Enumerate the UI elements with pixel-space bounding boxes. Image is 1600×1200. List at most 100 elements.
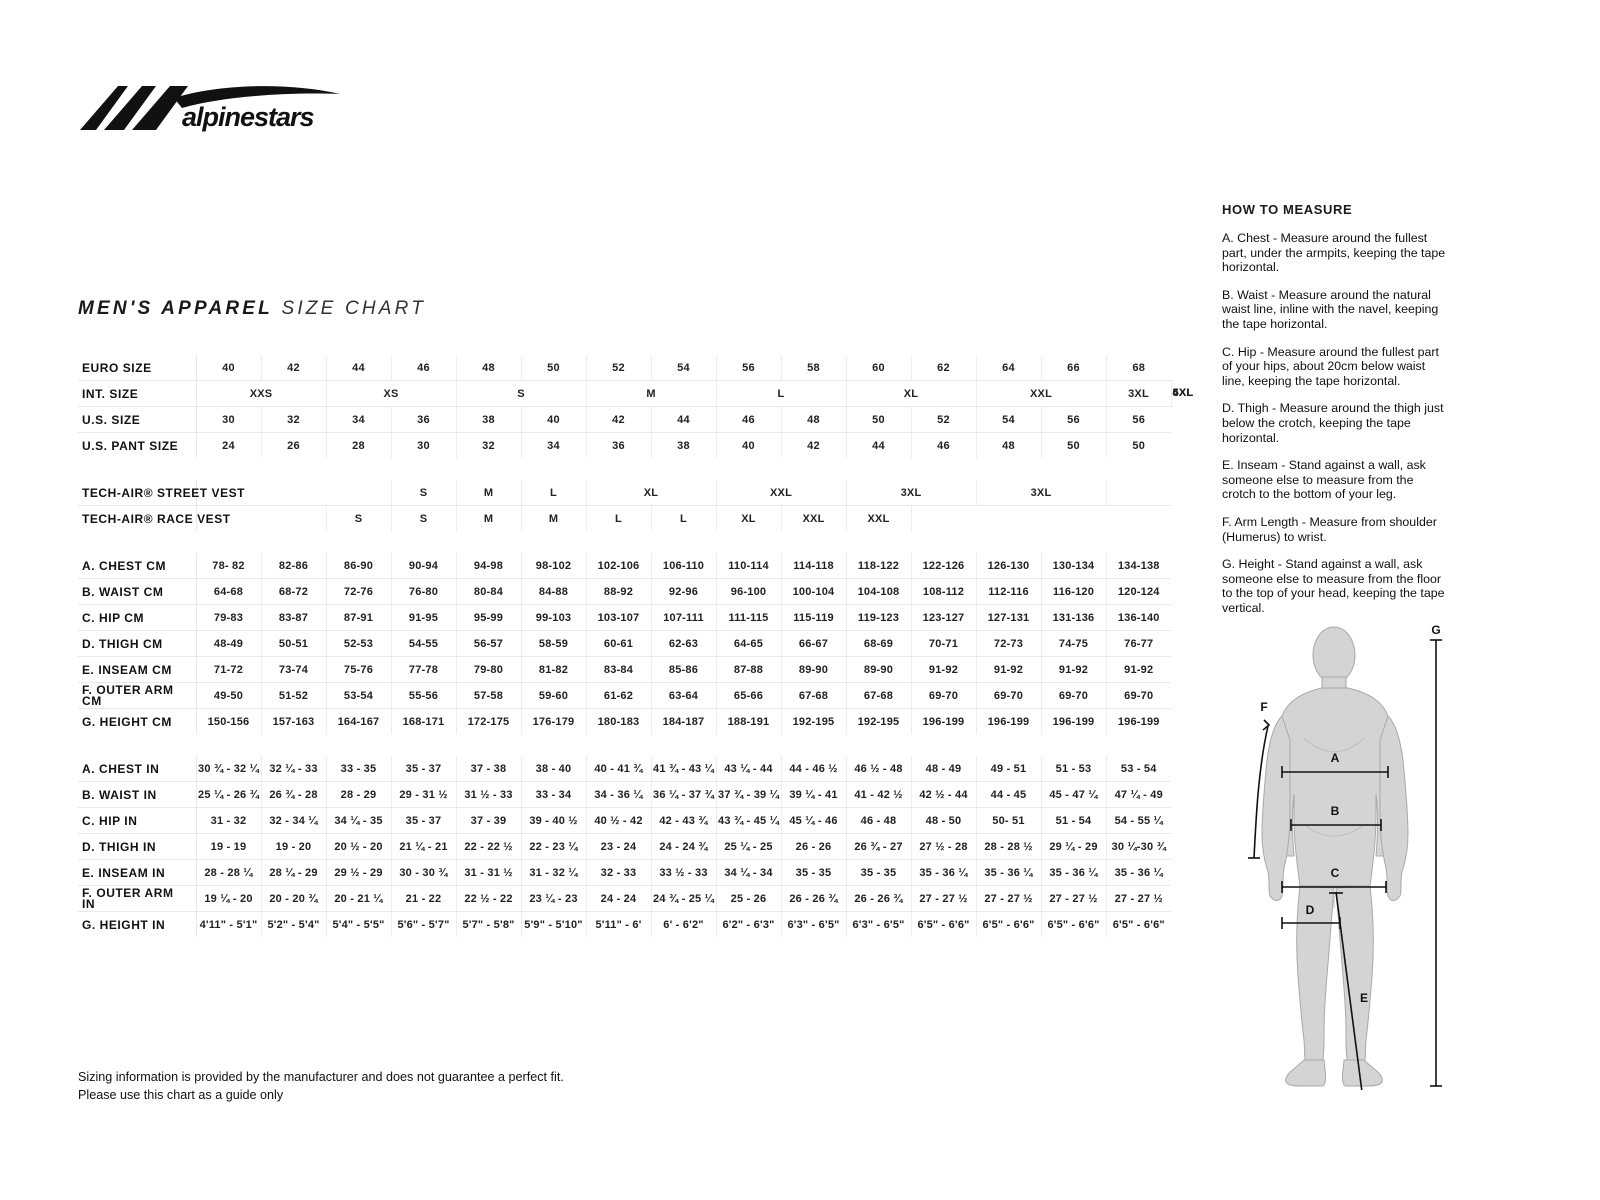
cell: XL — [586, 480, 717, 506]
cell: 20 - 20 ¾ — [261, 885, 327, 912]
row-label-race-vest: TECH-AIR® RACE VEST — [78, 505, 230, 531]
cell: 83-84 — [586, 656, 652, 683]
cell: 54 — [976, 406, 1042, 433]
cell: 20 - 21 ¼ — [326, 885, 392, 912]
figure-label-b: B — [1331, 804, 1340, 818]
cell: 52 — [586, 355, 652, 381]
cell: 58 — [781, 355, 847, 381]
row-label-height-cm: G. HEIGHT CM — [78, 708, 197, 734]
table-row-height-cm: G. HEIGHT CM 150-156 157-163 164-167 168… — [78, 708, 1171, 734]
cell: 180-183 — [586, 708, 652, 734]
cell: 55-56 — [391, 682, 457, 709]
figure-label-a: A — [1331, 751, 1340, 765]
cell: XXL — [781, 505, 847, 531]
row-label-chest-cm: A. CHEST CM — [78, 553, 197, 579]
row-label-outerarm-in: F. OUTER ARM IN — [78, 885, 197, 912]
cell: 29 ½ - 29 — [326, 859, 392, 886]
row-label-hip-in: C. HIP IN — [78, 807, 197, 834]
row-label-inseam-cm: E. INSEAM CM — [78, 656, 197, 683]
cell: 6'5" - 6'6" — [1112, 918, 1165, 931]
cell: 39 ¼ - 41 — [781, 781, 847, 808]
row-label-outerarm-cm-line1: F. OUTER ARM — [82, 682, 174, 697]
cell: 26 - 26 — [781, 833, 847, 860]
table-row-inseam-cm: E. INSEAM CM 71-72 73-74 75-76 77-78 79-… — [78, 656, 1171, 683]
how-to-measure-item-thigh: D. Thigh - Measure around the thigh just… — [1222, 401, 1444, 445]
cell: 35 - 36 ¼ — [911, 859, 977, 886]
cell: 24 - 24 — [586, 885, 652, 912]
row-label-inseam-in: E. INSEAM IN — [78, 859, 197, 886]
table-row-us-pant-size: U.S. PANT SIZE 24 26 28 30 32 34 36 38 4… — [78, 432, 1171, 458]
cell: 62-63 — [651, 630, 717, 657]
cell: 22 - 22 ½ — [456, 833, 522, 860]
cell: 91-92 — [1041, 656, 1107, 683]
cell: 120-124 — [1106, 578, 1171, 605]
cell: 42 - 43 ¾ — [651, 807, 717, 834]
cell: L — [521, 480, 587, 506]
cell: 5'4" - 5'5" — [326, 911, 392, 937]
cell: 52 — [911, 406, 977, 433]
cell: 74-75 — [1041, 630, 1107, 657]
footer-line-2: Please use this chart as a guide only — [78, 1088, 284, 1102]
table-row-hip-in: C. HIP IN 31 - 32 32 - 34 ¼ 34 ¼ - 35 35… — [78, 807, 1171, 834]
cell: 71-72 — [196, 656, 262, 683]
cell: 72-73 — [976, 630, 1042, 657]
cell: 27 - 27 ½ — [976, 885, 1042, 912]
row-label-waist-in: B. WAIST IN — [78, 781, 197, 808]
cell: 72-76 — [326, 578, 392, 605]
cell: 33 - 34 — [521, 781, 587, 808]
cell: 32 ¼ - 33 — [261, 756, 327, 782]
cell: 58-59 — [521, 630, 587, 657]
table-row-chest-cm: A. CHEST CM 78- 82 82-86 86-90 90-94 94-… — [78, 553, 1171, 579]
cell: 31 ½ - 33 — [456, 781, 522, 808]
cell: 164-167 — [326, 708, 392, 734]
cell: 85-86 — [651, 656, 717, 683]
cell: 123-127 — [911, 604, 977, 631]
cell: 115-119 — [781, 604, 847, 631]
cell: 136-140 — [1106, 604, 1171, 631]
cell: 6'5" - 6'6" — [911, 911, 977, 937]
table-row-height-in: G. HEIGHT IN 4'11" - 5'1" 5'2" - 5'4" 5'… — [78, 911, 1171, 937]
cell: 41 ¾ - 43 ¼ — [651, 756, 717, 782]
cell: 64 — [976, 355, 1042, 381]
cell: 49 - 51 — [976, 756, 1042, 782]
cell: 184-187 — [651, 708, 717, 734]
spacer-cell — [78, 734, 1171, 756]
cell: 84-88 — [521, 578, 587, 605]
cell: 37 - 38 — [456, 756, 522, 782]
cell: 30 — [391, 432, 457, 458]
cell: 87-91 — [326, 604, 392, 631]
cell: 53 - 54 — [1106, 756, 1171, 782]
cell: 196-199 — [976, 708, 1042, 734]
cell: 53-54 — [326, 682, 392, 709]
cell: 44 — [651, 406, 717, 433]
cell: 106-110 — [651, 553, 717, 579]
cell: 131-136 — [1041, 604, 1107, 631]
cell: XL — [846, 380, 977, 407]
cell: M — [521, 505, 587, 531]
cell: 48 — [976, 432, 1042, 458]
cell: 67-68 — [846, 682, 912, 709]
cell: 32 - 34 ¼ — [261, 807, 327, 834]
row-label-us-pant-size: U.S. PANT SIZE — [78, 432, 197, 458]
measurement-arrows — [1248, 639, 1442, 1093]
row-label-thigh-in: D. THIGH IN — [78, 833, 197, 860]
cell: 88-92 — [586, 578, 652, 605]
cell: 96-100 — [716, 578, 782, 605]
cell: 91-92 — [911, 656, 977, 683]
cell: 91-95 — [391, 604, 457, 631]
cell: S — [391, 505, 457, 531]
cell: 89-90 — [781, 656, 847, 683]
cell: 50 — [1041, 432, 1107, 458]
cell: 95-99 — [456, 604, 522, 631]
cell: 172-175 — [456, 708, 522, 734]
cell: S — [456, 380, 587, 407]
cell: 54-55 — [391, 630, 457, 657]
cell: 43 ¼ - 44 — [716, 756, 782, 782]
cell: 33 ½ - 33 — [651, 859, 717, 886]
cell: 103-107 — [586, 604, 652, 631]
cell: 126-130 — [976, 553, 1042, 579]
cell: 22 - 23 ¼ — [521, 833, 587, 860]
cell: 29 ¼ - 29 — [1041, 833, 1107, 860]
cell: 56 — [1106, 406, 1171, 433]
cell: 26 ¾ - 27 — [846, 833, 912, 860]
